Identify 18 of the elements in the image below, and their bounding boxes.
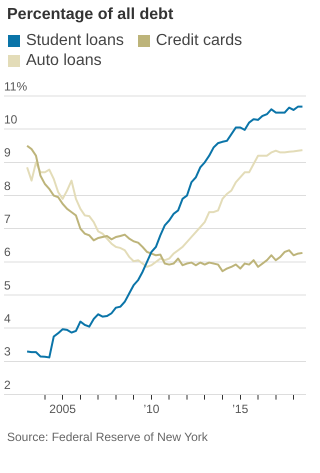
y-tick-label: 9 <box>4 146 11 160</box>
y-tick-label: 5 <box>4 278 11 292</box>
y-tick-label: 6 <box>4 245 11 260</box>
y-tick-label: 11% <box>4 79 28 94</box>
y-tick-label: 4 <box>4 312 11 326</box>
x-tick-label: ’15 <box>232 402 249 416</box>
y-tick-label: 8 <box>4 178 11 193</box>
y-tick-label: 10 <box>4 112 18 126</box>
chart-title: Percentage of all debt <box>7 6 174 24</box>
legend-label: Student loans <box>26 32 124 50</box>
legend-label: Credit cards <box>156 32 242 50</box>
y-tick-label: 3 <box>4 344 11 359</box>
legend-label: Auto loans <box>26 52 102 70</box>
x-tick-label: 2005 <box>49 402 76 416</box>
source-note: Source: Federal Reserve of New York <box>7 430 209 444</box>
y-tick-label: 7 <box>4 212 11 226</box>
x-tick-label: ’10 <box>143 402 160 416</box>
y-tick-label: 2 <box>4 378 11 392</box>
